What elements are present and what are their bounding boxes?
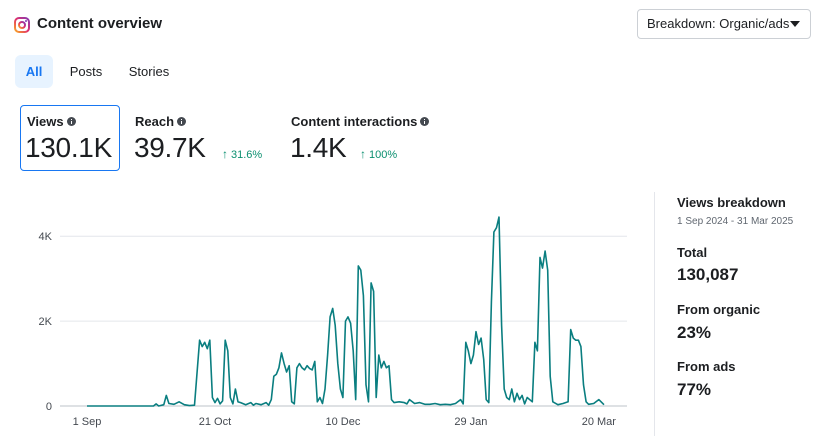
ads-label: From ads <box>677 359 736 374</box>
total-label: Total <box>677 245 708 260</box>
arrow-up-icon: ↑ <box>222 147 228 161</box>
reach-label: Reach <box>135 114 187 129</box>
views-line-chart: 0 2K 4K 1 Sep 21 Oct 10 Dec 29 Jan 20 Mar <box>39 216 627 428</box>
x-tick-label: 21 Oct <box>199 416 231 428</box>
tab-posts[interactable]: Posts <box>69 64 103 79</box>
interactions-label: Content interactions <box>291 114 430 129</box>
breakdown-title: Views breakdown <box>677 195 786 210</box>
views-metric-card[interactable] <box>20 105 120 171</box>
tab-all[interactable]: All <box>15 55 53 88</box>
breakdown-date-range: 1 Sep 2024 - 31 Mar 2025 <box>677 216 794 227</box>
organic-value: 23% <box>677 323 712 342</box>
views-value: 130.1K <box>25 132 112 163</box>
reach-value: 39.7K <box>134 132 206 163</box>
tab-stories[interactable]: Stories <box>128 64 170 79</box>
y-tick-label: 0 <box>46 401 52 413</box>
arrow-up-icon: ↑ <box>360 147 366 161</box>
info-icon[interactable] <box>420 117 430 126</box>
x-tick-label: 20 Mar <box>582 416 617 428</box>
interactions-change: ↑ 100% <box>360 147 398 161</box>
caret-down-icon <box>790 21 800 27</box>
instagram-icon <box>14 17 30 33</box>
breakdown-dropdown[interactable]: Breakdown: Organic/ads <box>637 9 811 39</box>
x-tick-label: 1 Sep <box>73 416 102 428</box>
page-title: Content overview <box>37 15 163 32</box>
views-series-line <box>87 216 605 407</box>
x-tick-label: 29 Jan <box>454 416 487 428</box>
y-tick-label: 4K <box>39 231 53 243</box>
total-value: 130,087 <box>677 265 739 284</box>
ads-value: 77% <box>677 380 712 399</box>
info-icon[interactable] <box>177 117 187 126</box>
organic-label: From organic <box>677 302 761 317</box>
breakdown-dropdown-label: Breakdown: Organic/ads <box>647 16 790 31</box>
reach-change: ↑ 31.6% <box>222 147 263 161</box>
interactions-value: 1.4K <box>290 132 347 163</box>
panel-divider <box>654 192 655 436</box>
views-label: Views <box>27 114 76 129</box>
x-tick-label: 10 Dec <box>325 416 360 428</box>
y-tick-label: 2K <box>39 316 53 328</box>
info-icon[interactable] <box>66 117 76 126</box>
